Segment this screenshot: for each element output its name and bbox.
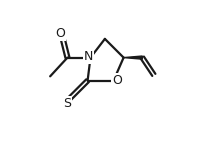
Text: N: N bbox=[84, 50, 93, 63]
Text: O: O bbox=[112, 74, 122, 87]
Text: O: O bbox=[55, 27, 65, 40]
Text: S: S bbox=[63, 97, 71, 110]
Polygon shape bbox=[124, 56, 142, 59]
